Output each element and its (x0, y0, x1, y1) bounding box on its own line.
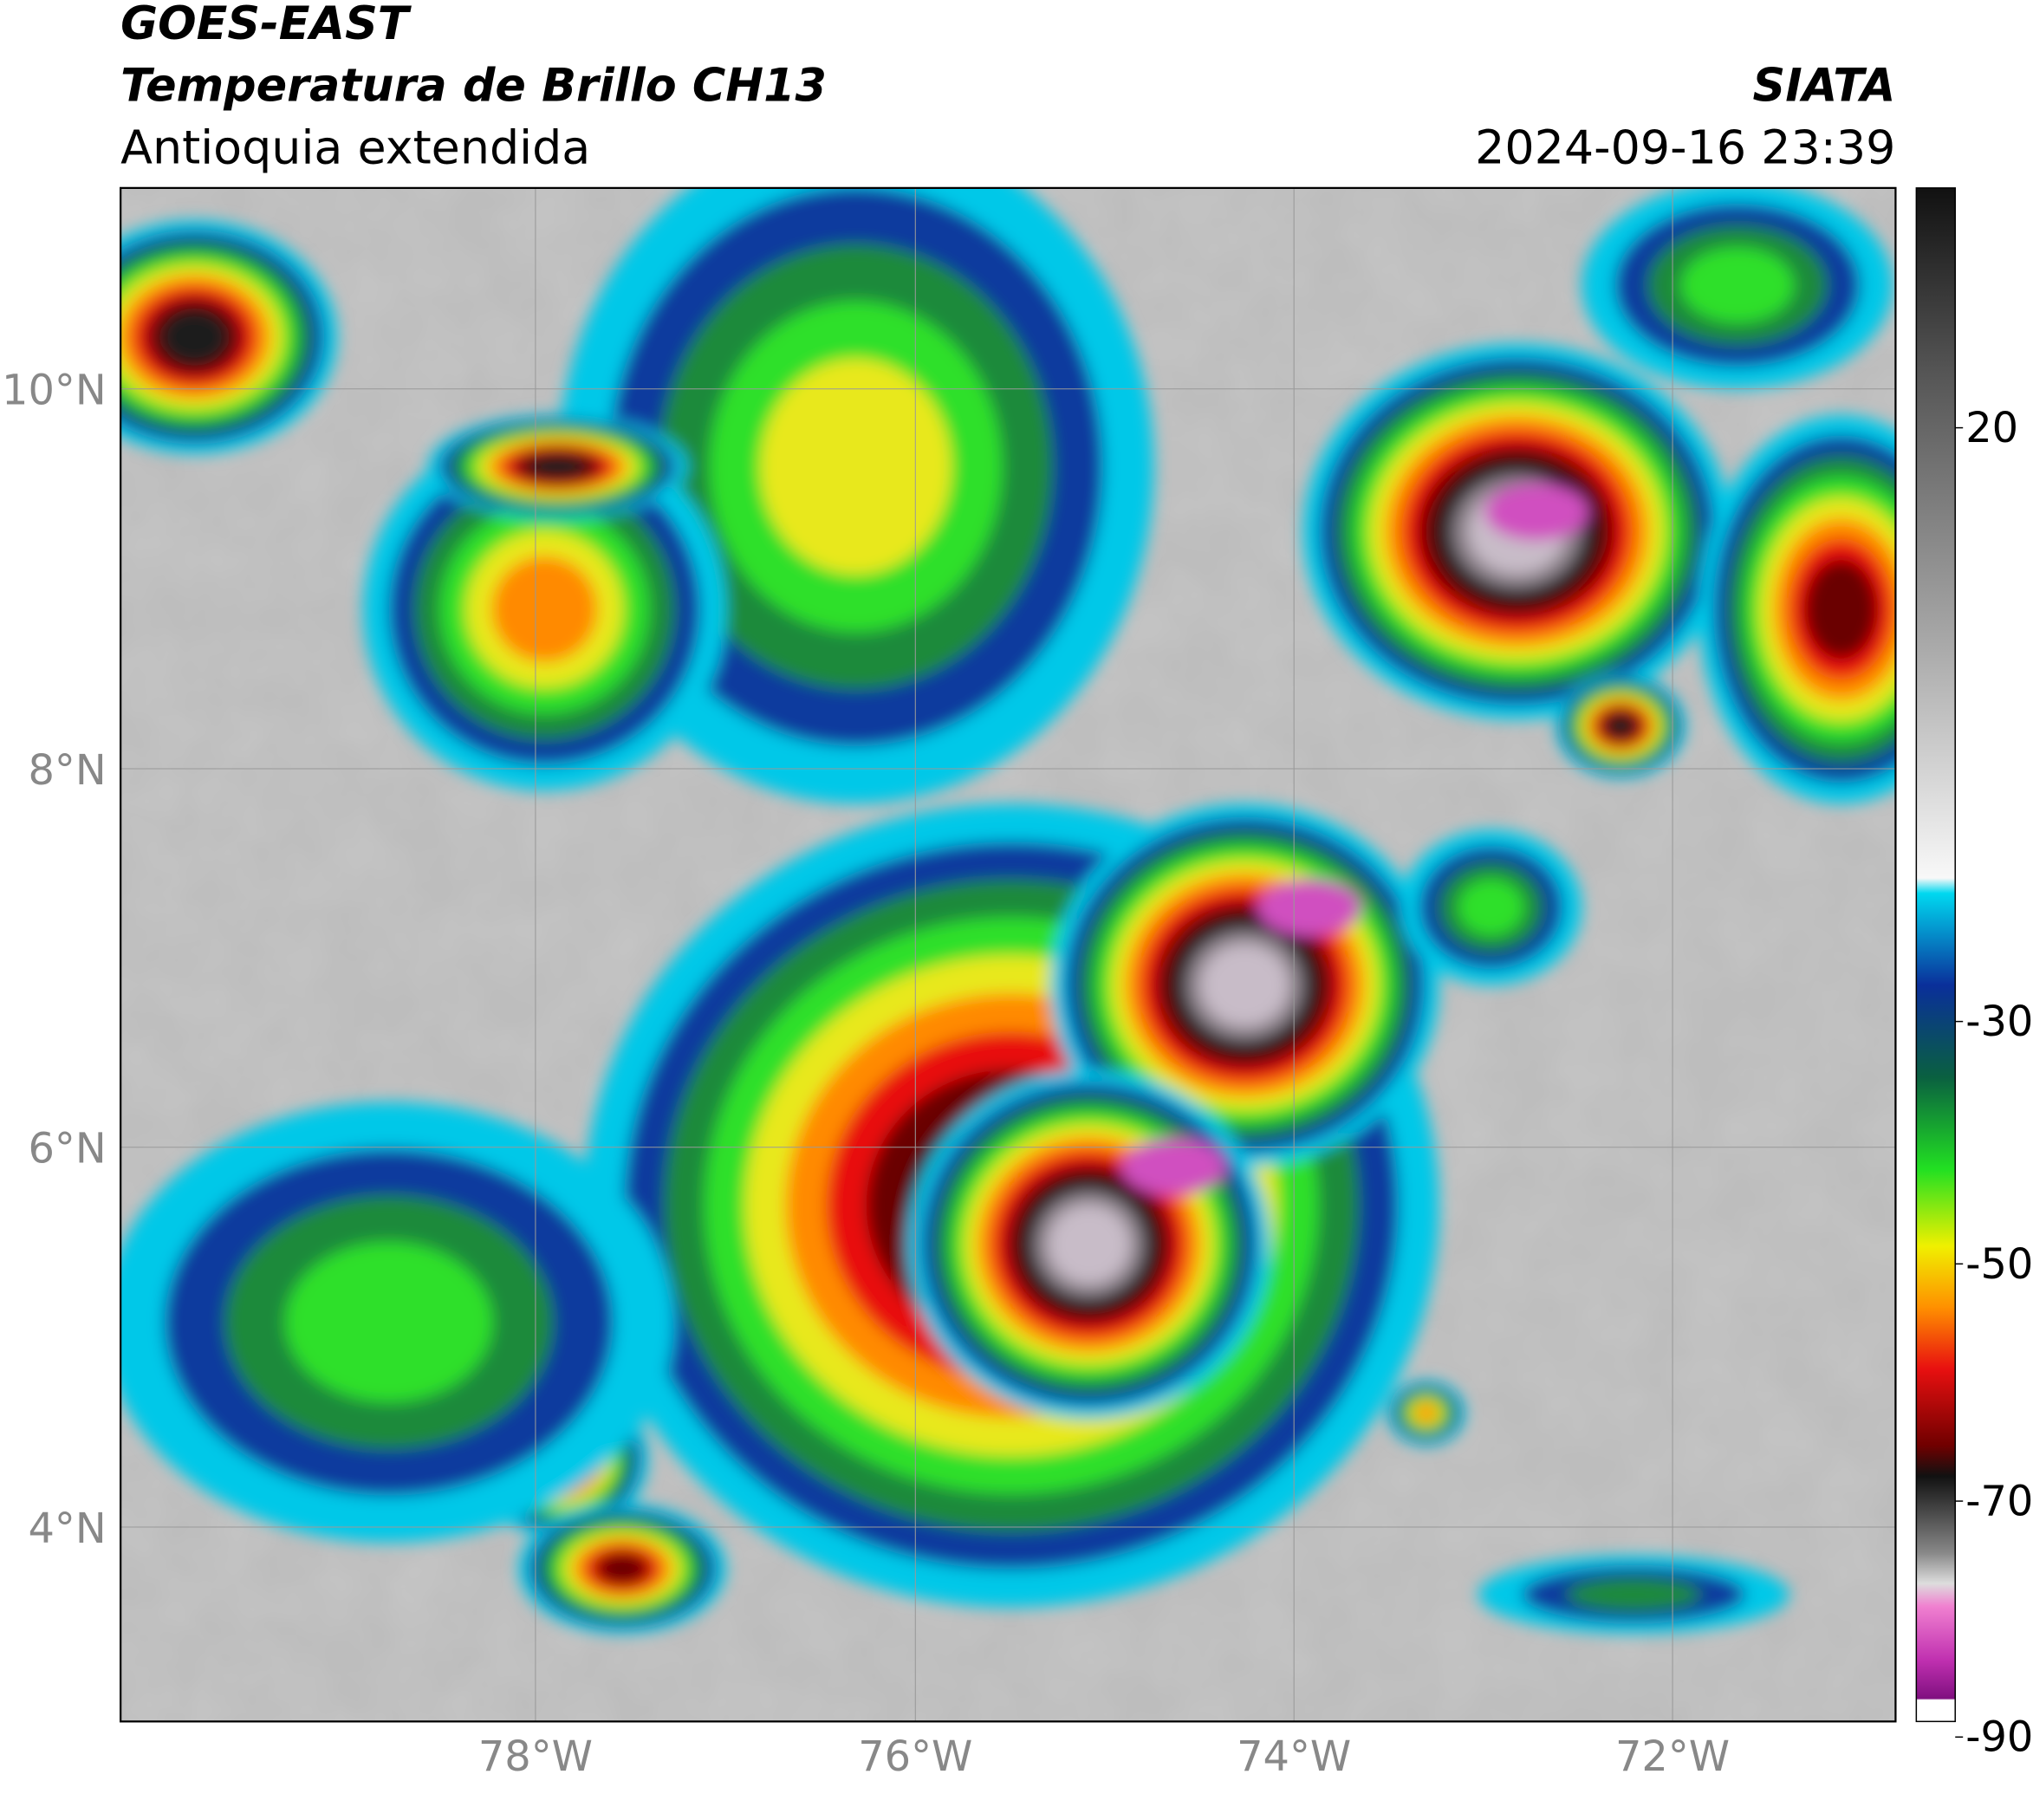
lat-label: 6°N (28, 1126, 106, 1173)
colorbar-label: -90 (1965, 1714, 2033, 1762)
lat-label: 4°N (28, 1505, 106, 1553)
lat-label: 8°N (28, 747, 106, 795)
cloud-layer (1200, 944, 1289, 1027)
cloud-layer (1414, 1403, 1438, 1423)
overshooting-top (1121, 1138, 1225, 1196)
cloud-layer (491, 556, 598, 663)
cloud-layer (159, 308, 230, 366)
cloud-layer (1048, 1205, 1131, 1284)
title-region: Antioquia extendida (120, 120, 590, 174)
colorbar-label: -70 (1965, 1479, 2033, 1526)
colorbar-label: -30 (1965, 998, 2033, 1046)
lon-label: 78°W (478, 1733, 593, 1781)
lon-label: 74°W (1237, 1733, 1351, 1781)
cloud-layer (1604, 712, 1637, 739)
overshooting-top (1484, 483, 1588, 541)
overshooting-top (1257, 879, 1361, 936)
cloud-layer (760, 359, 952, 575)
colorbar (1915, 187, 1956, 1723)
satellite-image (120, 187, 1896, 1722)
title-product: Temperatura de Brillo CH13 (120, 60, 827, 113)
cloud-layer (1804, 559, 1878, 660)
title-satellite: GOES-EAST (120, 0, 412, 50)
title-agency: SIATA (1753, 60, 1896, 113)
cloud-layer (1680, 247, 1794, 323)
cloud-layer (595, 1551, 649, 1585)
colorbar-label: -50 (1965, 1241, 2033, 1289)
colorbar-label: 20 (1965, 405, 2018, 452)
cloud-layer (1566, 1577, 1701, 1612)
lat-label: 10°N (2, 367, 107, 415)
lon-label: 72°W (1615, 1733, 1730, 1781)
title-timestamp: 2024-09-16 23:39 (1475, 120, 1895, 174)
cloud-layer (1458, 879, 1524, 936)
plot-frame (120, 186, 1897, 1723)
cloud-layer (525, 453, 589, 480)
cloud-layer (285, 1242, 493, 1402)
lon-label: 76°W (858, 1733, 972, 1781)
